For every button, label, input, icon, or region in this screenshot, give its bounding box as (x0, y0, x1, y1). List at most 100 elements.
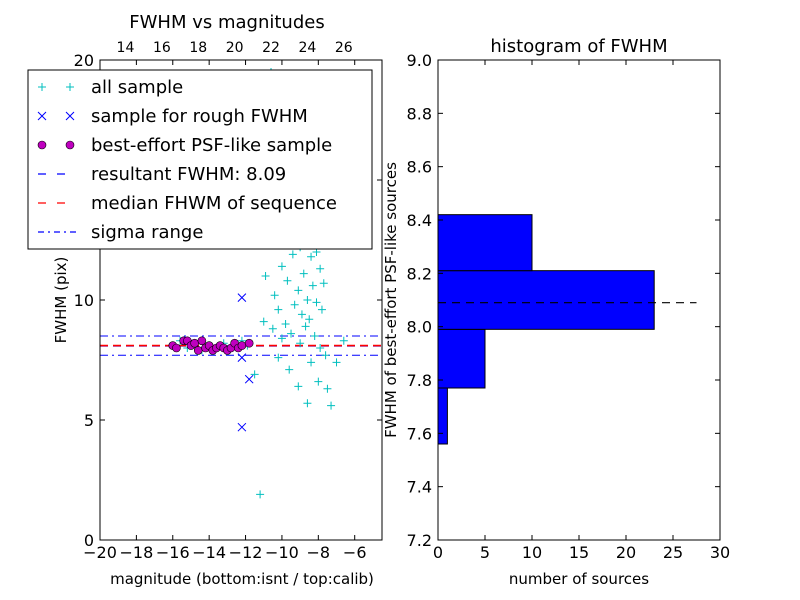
point-psf-sample-18 (237, 341, 247, 350)
point-all-sample-60 (327, 401, 336, 410)
point-all-sample-63 (303, 399, 312, 408)
point-all-sample-28 (290, 300, 299, 309)
point-all-sample-30 (294, 286, 303, 295)
point-all-sample-46 (308, 281, 317, 290)
point-psf-sample-6 (193, 346, 203, 355)
legend-marker-2-0 (37, 140, 47, 150)
x-tick-label-5: −10 (265, 543, 299, 562)
point-all-sample-64 (294, 382, 303, 391)
y-tick-label-4: 8.0 (407, 318, 432, 337)
histogram-bar-1 (437, 328, 486, 389)
fwhm-histogram-chart: 0 5 10 15 20 25 30 7.2 7.4 7.6 7.8 8.0 8.2 8.4 8.6 8.8 9… (382, 36, 730, 588)
legend: all sample sample for rough FWHM best-effo… (27, 69, 373, 250)
y-tick-label-9: 9.0 (407, 51, 432, 70)
point-rough-sample-1 (237, 353, 247, 362)
top-x-tick-label-6: 26 (335, 40, 353, 56)
point-all-sample-52 (314, 377, 323, 386)
point-all-sample-42 (305, 315, 314, 324)
x-tick-label-2: −16 (156, 543, 190, 562)
reference-lines (100, 335, 382, 356)
point-all-sample-39 (303, 296, 312, 304)
fwhm-vs-magnitude-scatter-chart: −20 −18 −16 −14 −12 −10 −8 −6 14 16 18 20 22 24 26 0 5 10… (27, 12, 383, 588)
top-x-tick-label-5: 24 (298, 40, 316, 56)
x-tick-label-5: 25 (663, 543, 683, 562)
point-all-sample-53 (316, 264, 325, 273)
x-tick-label-6: 30 (710, 543, 730, 562)
top-x-tick-label-2: 18 (189, 40, 207, 56)
legend-label-4: median FHWM of sequence (91, 193, 337, 214)
point-all-sample-65 (285, 365, 294, 374)
point-all-sample-37 (301, 322, 310, 331)
point-all-sample-61 (332, 358, 341, 367)
x-tick-label-4: 20 (616, 543, 636, 562)
point-all-sample-57 (319, 279, 328, 288)
y-axis-label: FWHM of best-effort PSF-like sources (382, 162, 400, 438)
point-all-sample-21 (277, 334, 286, 343)
point-all-sample-66 (274, 353, 283, 362)
histogram-bar-3 (437, 214, 533, 272)
x-tick-label-7: −6 (343, 543, 367, 562)
x-tick-label-4: −12 (229, 543, 263, 562)
point-all-sample-31 (296, 339, 305, 348)
legend-marker-0-0 (38, 83, 46, 91)
histogram-bar-2 (437, 270, 655, 330)
point-all-sample-58 (321, 351, 330, 360)
point-rough-sample-2 (244, 374, 254, 384)
histogram-bar-0 (437, 387, 448, 445)
top-x-tick-label-4: 22 (262, 40, 280, 56)
x-tick-label-0: 0 (433, 543, 443, 562)
y-tick-label-0: 7.2 (407, 531, 432, 550)
point-all-sample-24 (283, 276, 292, 285)
point-all-sample-14 (259, 317, 268, 326)
point-all-sample-48 (310, 332, 319, 340)
legend-label-2: best-effort PSF-like sample (91, 135, 332, 156)
point-all-sample-54 (316, 344, 325, 352)
point-all-sample-19 (274, 305, 283, 314)
x-tick-label-6: −8 (307, 543, 331, 562)
y-tick-label-2: 7.6 (407, 424, 432, 443)
x-tick-label-3: −14 (192, 543, 226, 562)
point-rough-sample-3 (237, 422, 247, 432)
y-tick-label-2: 10 (74, 291, 94, 310)
chart-title: FWHM vs magnitudes (129, 12, 324, 33)
point-all-sample-56 (317, 305, 326, 314)
point-all-sample-20 (277, 262, 286, 271)
point-all-sample-62 (339, 336, 348, 345)
point-all-sample-59 (323, 384, 332, 393)
x-axis-label: magnitude (bottom:isnt / top:calib) (110, 570, 374, 588)
legend-label-0: all sample (91, 77, 183, 98)
y-tick-label-4: 20 (74, 51, 94, 70)
point-all-sample-23 (281, 320, 290, 328)
x-tick-label-1: −18 (120, 543, 154, 562)
point-all-sample-18 (270, 291, 279, 300)
x-tick-label-0: −20 (83, 543, 117, 562)
legend-label-5: sigma range (91, 222, 203, 243)
point-psf-sample-1 (172, 343, 181, 353)
top-x-tick-label-3: 20 (226, 40, 244, 56)
top-x-tick-label-0: 14 (117, 40, 135, 56)
point-all-sample-26 (287, 329, 296, 338)
y-axis-label: FWHM (pix) (52, 257, 70, 344)
point-all-sample-35 (299, 269, 308, 278)
legend-marker-1-0 (37, 111, 47, 121)
point-all-sample-12 (250, 370, 259, 379)
point-psf-sample-5 (190, 338, 199, 348)
y-tick-label-7: 8.6 (407, 158, 432, 177)
x-tick-label-3: 15 (569, 543, 589, 562)
point-all-sample-43 (307, 252, 316, 261)
point-rough-sample-0 (237, 293, 247, 302)
point-psf-sample-19 (244, 338, 254, 348)
chart-title: histogram of FWHM (490, 36, 667, 57)
y-tick-label-6: 8.4 (407, 211, 432, 230)
x-axis-label: number of sources (509, 570, 649, 588)
point-all-sample-34 (297, 310, 306, 319)
x-tick-label-1: 5 (480, 543, 490, 562)
legend-marker-2-1 (65, 140, 75, 150)
point-all-sample-15 (261, 272, 270, 280)
top-x-tick-label-1: 16 (153, 40, 171, 56)
point-all-sample-27 (288, 250, 297, 259)
point-psf-sample-7 (197, 336, 207, 346)
y-tick-label-8: 8.8 (407, 104, 432, 123)
y-tick-label-3: 7.8 (407, 371, 432, 390)
legend-marker-0-1 (66, 83, 74, 91)
